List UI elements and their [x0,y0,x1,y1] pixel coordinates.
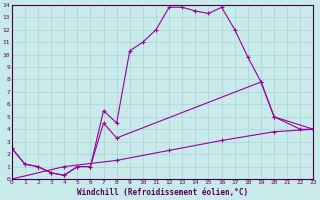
X-axis label: Windchill (Refroidissement éolien,°C): Windchill (Refroidissement éolien,°C) [77,188,248,197]
